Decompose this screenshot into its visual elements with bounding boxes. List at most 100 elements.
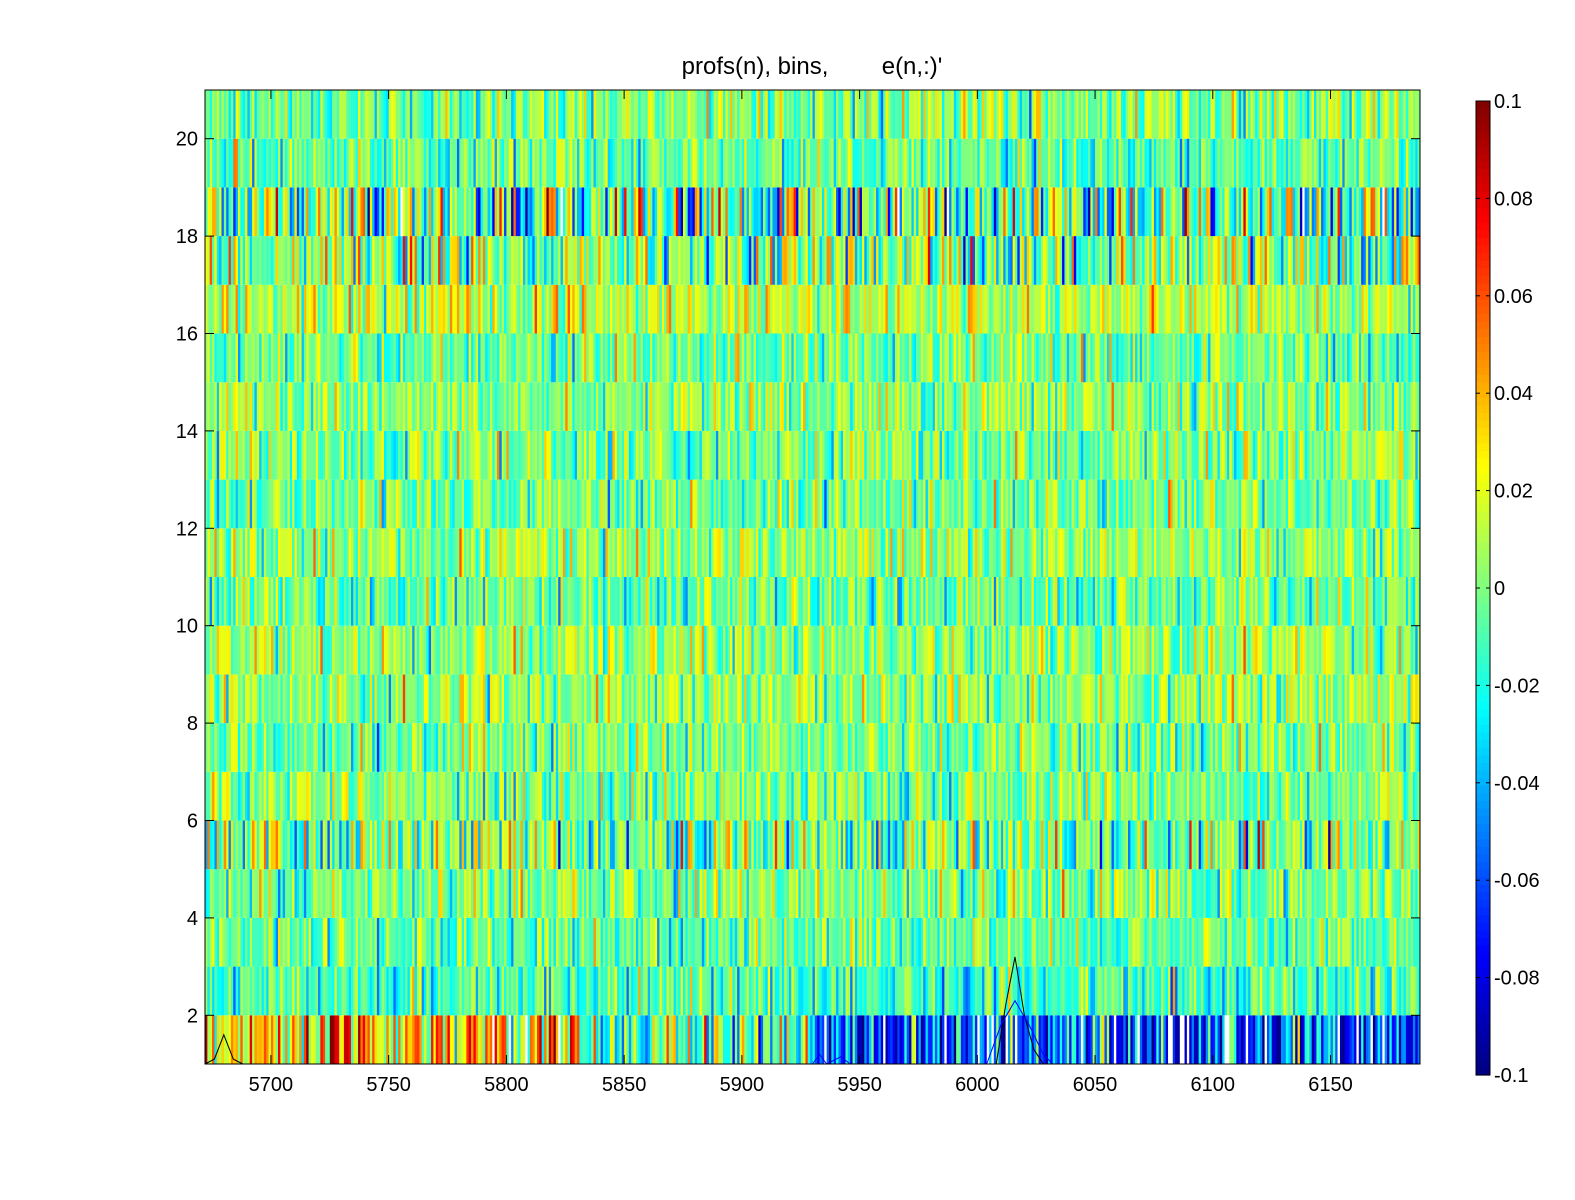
heatmap-cell [668,917,672,967]
heatmap-cell [205,625,208,675]
heatmap-cell [880,723,884,772]
heatmap-cell [1217,1015,1221,1064]
heatmap-cell [819,577,823,626]
heatmap-cell [916,723,919,772]
heatmap-cell [348,771,352,821]
heatmap-cell [440,869,444,918]
heatmap-cell [897,625,901,675]
heatmap-cell [577,625,580,675]
heatmap-cell [897,820,901,870]
heatmap-cell [817,966,820,1016]
heatmap-cell [979,577,983,626]
heatmap-cell [1106,625,1110,675]
heatmap-cell [235,723,239,772]
heatmap-cell [409,577,413,626]
heatmap-cell [892,723,896,772]
heatmap-cell [353,577,357,626]
heatmap-cell [1339,625,1343,675]
heatmap-cell [433,577,437,626]
heatmap-cell [1217,869,1221,918]
heatmap-cell [285,771,288,821]
heatmap-cell [598,674,601,724]
heatmap-cell [207,771,211,821]
heatmap-cell [713,625,717,675]
heatmap-cell [1149,917,1152,967]
heatmap-cell [285,577,288,626]
heatmap-cell [240,771,244,821]
heatmap-cell [796,771,799,821]
heatmap-cell [772,869,776,918]
heatmap-cell [1038,820,1042,870]
heatmap-cell [1259,820,1263,870]
heatmap-cell [963,966,966,1016]
heatmap-cell [1092,966,1096,1016]
heatmap-cell [986,820,990,870]
heatmap-cell [1328,723,1331,772]
heatmap-cell [661,917,665,967]
heatmap-cell [471,1015,474,1064]
heatmap-cell [1113,869,1117,918]
heatmap-cell [1252,1015,1256,1064]
heatmap-cell [1059,625,1063,675]
heatmap-cell [560,1015,564,1064]
heatmap-cell [445,625,448,675]
heatmap-cell [365,771,368,821]
heatmap-cell [1375,1015,1379,1064]
heatmap-cell [774,723,778,772]
heatmap-cell [383,1015,387,1064]
heatmap-cell [1210,1015,1214,1064]
heatmap-cell [1226,723,1230,772]
heatmap-cell [617,869,620,918]
heatmap-cell [1146,674,1150,724]
heatmap-cell [619,1015,623,1064]
heatmap-cell [814,966,818,1016]
heatmap-cell [920,674,924,724]
heatmap-cell [1087,869,1091,918]
heatmap-cell [482,771,486,821]
heatmap-cell [475,771,479,821]
heatmap-cell [807,577,811,626]
heatmap-cell [223,966,227,1016]
heatmap-cell [1010,869,1014,918]
heatmap-cell [701,577,705,626]
heatmap-cell [475,625,479,675]
heatmap-cell [518,966,521,1016]
heatmap-cell [478,1015,481,1064]
heatmap-cell [1189,917,1192,967]
heatmap-cell [960,820,964,870]
heatmap-cell [485,577,488,626]
heatmap-cell [421,723,425,772]
heatmap-cell [1156,1015,1160,1064]
heatmap-cell [1306,917,1310,967]
heatmap-cell [1085,820,1089,870]
heatmap-cell [786,625,790,675]
heatmap-cell [565,674,569,724]
heatmap-cell [282,820,286,870]
heatmap-cell [212,771,215,821]
heatmap-cell [1323,917,1327,967]
heatmap-cell [1299,869,1303,918]
heatmap-cell [299,625,302,675]
heatmap-cell [779,674,783,724]
heatmap-cell [765,966,769,1016]
heatmap-cell [946,723,950,772]
heatmap-cell [1137,674,1141,724]
heatmap-cell [1015,917,1018,967]
heatmap-cell [949,820,952,870]
heatmap-cell [1182,674,1185,724]
heatmap-cell [1330,820,1334,870]
heatmap-cell [1113,966,1117,1016]
heatmap-cell [1224,820,1228,870]
heatmap-cell [212,966,215,1016]
heatmap-cell [480,869,484,918]
heatmap-cell [777,1015,780,1064]
heatmap-cell [675,771,679,821]
heatmap-cell [753,674,757,724]
heatmap-cell [1158,869,1162,918]
heatmap-cell [1076,820,1079,870]
heatmap-cell [560,869,564,918]
heatmap-cell [1130,625,1134,675]
heatmap-cell [831,674,835,724]
heatmap-cell [631,820,634,870]
heatmap-cell [541,869,545,918]
